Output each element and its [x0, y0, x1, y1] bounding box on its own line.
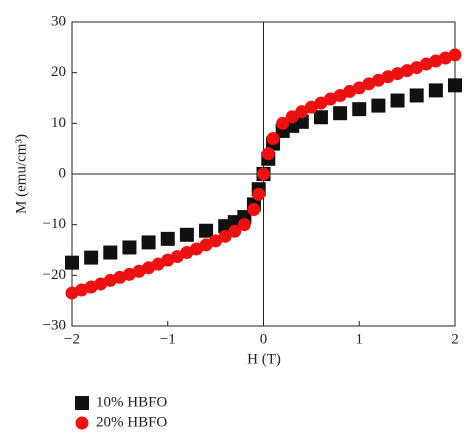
point	[199, 223, 214, 238]
point	[160, 231, 175, 246]
point	[409, 88, 424, 103]
y-axis-label: M (emu/cm³)	[13, 134, 29, 214]
point	[352, 102, 367, 117]
point	[285, 110, 299, 124]
point	[448, 78, 462, 93]
point	[65, 255, 79, 270]
y-tick-label: 0	[59, 165, 67, 181]
x-tick-label: 2	[451, 331, 459, 347]
point	[122, 240, 137, 255]
x-tick-label: 1	[356, 331, 364, 347]
point	[218, 229, 232, 243]
point	[390, 93, 405, 108]
point	[333, 106, 348, 121]
point	[237, 218, 251, 232]
y-tick-label: −10	[43, 216, 66, 232]
point	[448, 48, 462, 62]
legend-label: 10% HBFO	[96, 394, 167, 410]
legend-label: 20% HBFO	[96, 414, 167, 430]
x-tick-label: 0	[260, 331, 268, 347]
point	[252, 187, 266, 201]
y-tick-label: 20	[51, 64, 66, 80]
point	[371, 98, 386, 113]
y-tick-label: −20	[43, 267, 66, 283]
point	[428, 83, 443, 98]
point	[261, 147, 275, 161]
point	[257, 167, 270, 181]
point	[247, 202, 261, 216]
point	[141, 235, 156, 250]
legend-marker	[75, 416, 89, 430]
legend-marker	[75, 396, 89, 410]
y-tick-label: −30	[43, 317, 66, 333]
point	[276, 116, 290, 130]
point	[266, 132, 280, 146]
point	[179, 227, 194, 242]
y-tick-label: 10	[51, 115, 66, 131]
x-tick-label: −2	[64, 331, 80, 347]
point	[313, 110, 328, 125]
y-tick-label: 30	[51, 13, 66, 29]
point	[228, 224, 242, 238]
x-axis-label: H (T)	[247, 351, 281, 367]
x-tick-label: −1	[160, 331, 176, 347]
point	[84, 250, 99, 265]
point	[103, 245, 118, 260]
